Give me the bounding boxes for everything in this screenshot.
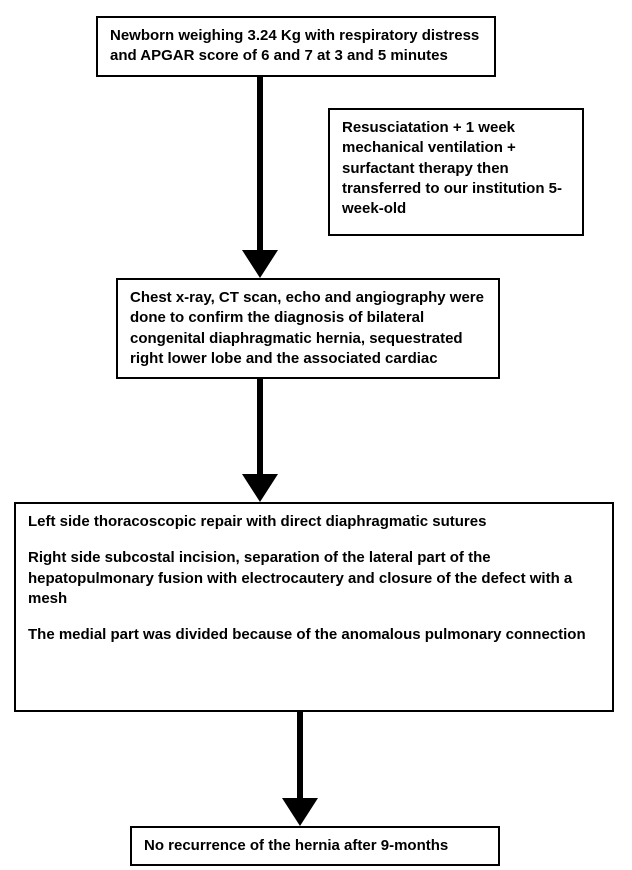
flow-box-presentation: Newborn weighing 3.24 Kg with respirator… [96,16,496,77]
arrow-head-icon [242,250,278,278]
flow-box-surgery: Left side thoracoscopic repair with dire… [14,502,614,712]
flow-box-text: Resusciatation + 1 week mechanical venti… [342,119,562,217]
flow-box-outcome: No recurrence of the hernia after 9-mont… [130,826,500,866]
arrow-line [297,712,303,798]
flow-box-text: Newborn weighing 3.24 Kg with respirator… [110,27,479,64]
arrow-head-icon [242,474,278,502]
flow-box-text: Right side subcostal incision, separatio… [28,548,600,609]
flow-box-diagnosis: Chest x-ray, CT scan, echo and angiograp… [116,278,500,379]
arrow-line [257,378,263,474]
flow-box-text: Chest x-ray, CT scan, echo and angiograp… [130,289,484,367]
flow-box-text: The medial part was divided because of t… [28,625,600,645]
flow-box-text: Left side thoracoscopic repair with dire… [28,512,600,532]
flow-box-initial-management: Resusciatation + 1 week mechanical venti… [328,108,584,236]
flow-box-text: No recurrence of the hernia after 9-mont… [144,837,448,854]
arrow-head-icon [282,798,318,826]
arrow-line [257,76,263,250]
